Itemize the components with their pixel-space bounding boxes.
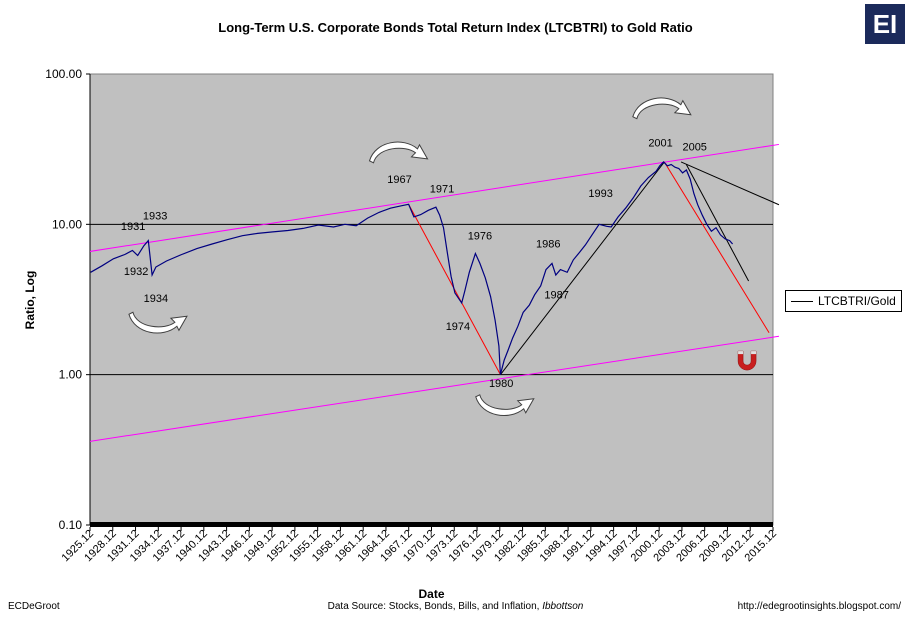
- y-tick-label: 0.10: [59, 518, 83, 532]
- overlay-channel-lower-line: [90, 335, 780, 442]
- y-axis-title: Ratio, Log: [23, 271, 37, 330]
- annotation-label: 1932: [124, 266, 148, 278]
- annotation-label: 1976: [468, 231, 492, 243]
- overlay-trend-line: [680, 161, 780, 206]
- annotation-label: 1986: [536, 239, 560, 251]
- x-axis-band: [90, 522, 773, 527]
- turn-up-1980-arrow-icon: [475, 394, 535, 416]
- annotation-label: 1993: [588, 188, 612, 200]
- annotation-label: 1987: [544, 290, 568, 302]
- overlay-trend-line: [685, 164, 750, 282]
- legend-swatch: [791, 301, 813, 302]
- overlay-rise-line: [500, 161, 665, 375]
- y-tick-label: 100.00: [45, 67, 82, 81]
- x-axis-title: Date: [418, 587, 444, 601]
- footer-source-prefix: Data Source: Stocks, Bonds, Bills, and I…: [327, 601, 543, 612]
- annotation-label: 1980: [489, 378, 513, 390]
- logo-badge: EI: [865, 4, 905, 44]
- turn-down-2001-arrow-icon: [632, 97, 692, 120]
- footer-author: ECDeGroot: [8, 601, 60, 612]
- footer-url[interactable]: http://edegrootinsights.blogspot.com/: [737, 601, 901, 612]
- turn-down-1967-arrow-icon: [368, 141, 429, 164]
- y-tick-label: 1.00: [59, 368, 83, 382]
- series-line: [90, 161, 734, 375]
- annotation-label: 1931: [121, 221, 145, 233]
- annotation-label: 2005: [682, 141, 706, 153]
- annotation-label: 2001: [648, 137, 672, 149]
- chart-title: Long-Term U.S. Corporate Bonds Total Ret…: [218, 20, 693, 35]
- annotation-label: 1967: [387, 174, 411, 186]
- plot-area: [89, 73, 774, 526]
- legend: LTCBTRI/Gold: [785, 290, 902, 312]
- overlay-decline-line: [663, 161, 770, 334]
- turn-up-1934-arrow-icon: [128, 311, 188, 334]
- annotation-label: 1934: [144, 293, 168, 305]
- magnet-icon: [737, 350, 757, 371]
- legend-label: LTCBTRI/Gold: [818, 294, 896, 308]
- annotation-label: 1933: [143, 210, 167, 222]
- annotation-label: 1974: [446, 321, 470, 333]
- footer-source-publisher: Ibbottson: [542, 601, 584, 612]
- y-tick-label: 10.00: [52, 217, 82, 231]
- annotation-label: 1971: [430, 183, 454, 195]
- footer-source: Data Source: Stocks, Bonds, Bills, and I…: [0, 601, 911, 612]
